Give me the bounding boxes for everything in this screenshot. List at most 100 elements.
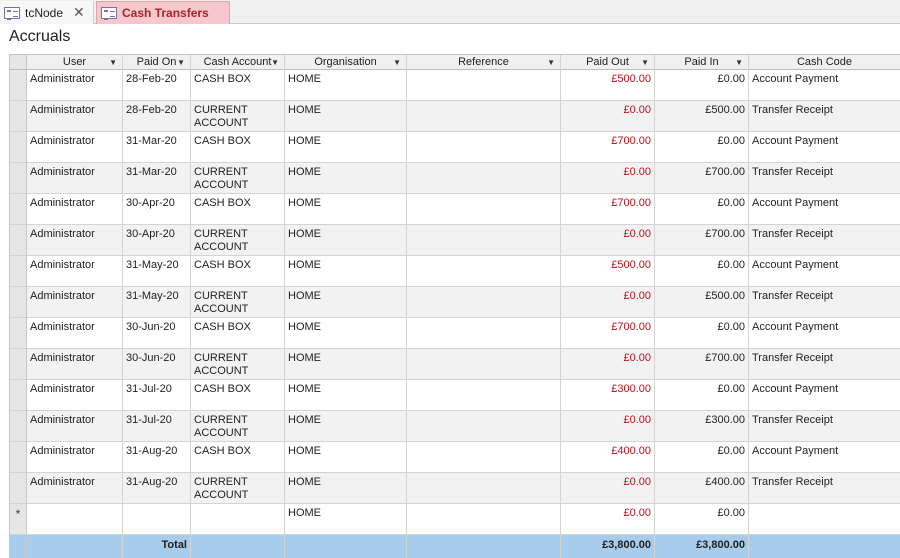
table-row[interactable]: Administrator 30-Apr-20 CURRENT ACCOUNT HOM…: [10, 225, 900, 256]
row-selector[interactable]: [10, 225, 27, 256]
cell-reference[interactable]: [407, 442, 561, 473]
cell-reference[interactable]: [407, 256, 561, 287]
cell-user[interactable]: Administrator: [27, 225, 123, 256]
cell-paid-out[interactable]: £0.00: [561, 163, 655, 194]
column-header-user[interactable]: User ▼: [27, 55, 123, 70]
cell-reference[interactable]: [407, 504, 561, 535]
cell-paid-in[interactable]: £700.00: [655, 349, 749, 380]
cell-paid-in[interactable]: £300.00: [655, 411, 749, 442]
cell-paid-out[interactable]: £0.00: [561, 101, 655, 132]
cell-reference[interactable]: [407, 318, 561, 349]
cell-cash-code[interactable]: Transfer Receipt: [749, 411, 900, 442]
cell-paid-on[interactable]: 28-Feb-20: [123, 101, 191, 132]
cell-paid-on[interactable]: 31-Aug-20: [123, 473, 191, 504]
cell-paid-on[interactable]: 31-May-20: [123, 256, 191, 287]
cell-paid-out[interactable]: £300.00: [561, 380, 655, 411]
column-header-paid-on[interactable]: Paid On ▼: [123, 55, 191, 70]
cell-paid-in[interactable]: £0.00: [655, 318, 749, 349]
cell-reference[interactable]: [407, 101, 561, 132]
column-header-paid-in[interactable]: Paid In ▼: [655, 55, 749, 70]
cell-paid-out[interactable]: £700.00: [561, 318, 655, 349]
table-row[interactable]: Administrator 30-Jun-20 CURRENT ACCOUNT HOM…: [10, 349, 900, 380]
cell-paid-in[interactable]: £0.00: [655, 70, 749, 101]
column-header-cash-account[interactable]: Cash Account ▼: [191, 55, 285, 70]
chevron-down-icon[interactable]: ▼: [641, 58, 649, 67]
cell-paid-on[interactable]: 31-May-20: [123, 287, 191, 318]
cell-paid-on[interactable]: 30-Jun-20: [123, 318, 191, 349]
table-row[interactable]: Administrator 31-May-20 CURRENT ACCOUNT HOM…: [10, 287, 900, 318]
chevron-down-icon[interactable]: ▼: [177, 58, 185, 67]
cell-paid-on[interactable]: 31-Aug-20: [123, 442, 191, 473]
cell-organisation[interactable]: HOME: [285, 318, 407, 349]
row-selector[interactable]: [10, 194, 27, 225]
cell-organisation[interactable]: HOME: [285, 163, 407, 194]
cell-paid-out[interactable]: £0.00: [561, 473, 655, 504]
cell-paid-in[interactable]: £0.00: [655, 442, 749, 473]
cell-user[interactable]: Administrator: [27, 442, 123, 473]
cell-paid-on[interactable]: 31-Jul-20: [123, 411, 191, 442]
table-row[interactable]: Administrator 30-Jun-20 CASH BOX HOME £700.0…: [10, 318, 900, 349]
cell-paid-in[interactable]: £700.00: [655, 225, 749, 256]
cell-reference[interactable]: [407, 411, 561, 442]
row-selector[interactable]: [10, 349, 27, 380]
cell-cash-account[interactable]: CASH BOX: [191, 318, 285, 349]
table-row[interactable]: Administrator 28-Feb-20 CURRENT ACCOUNT HOM…: [10, 101, 900, 132]
cell-cash-code[interactable]: Transfer Receipt: [749, 163, 900, 194]
tab-tcnode[interactable]: tcNode ✕: [0, 1, 94, 24]
row-selector[interactable]: [10, 380, 27, 411]
cell-paid-on[interactable]: 31-Mar-20: [123, 163, 191, 194]
cell-user[interactable]: Administrator: [27, 163, 123, 194]
cell-cash-account[interactable]: CURRENT ACCOUNT: [191, 225, 285, 256]
row-selector[interactable]: [10, 287, 27, 318]
cell-paid-in[interactable]: £0.00: [655, 504, 749, 535]
column-header-paid-out[interactable]: Paid Out ▼: [561, 55, 655, 70]
cell-user[interactable]: [27, 504, 123, 535]
cell-reference[interactable]: [407, 287, 561, 318]
cell-paid-in[interactable]: £700.00: [655, 163, 749, 194]
table-row[interactable]: Administrator 31-Jul-20 CURRENT ACCOUNT HOM…: [10, 411, 900, 442]
cell-cash-code[interactable]: [749, 504, 900, 535]
cell-organisation[interactable]: HOME: [285, 380, 407, 411]
cell-reference[interactable]: [407, 132, 561, 163]
cell-reference[interactable]: [407, 473, 561, 504]
cell-cash-code[interactable]: Account Payment: [749, 442, 900, 473]
cell-user[interactable]: Administrator: [27, 194, 123, 225]
cell-cash-account[interactable]: CURRENT ACCOUNT: [191, 101, 285, 132]
cell-user[interactable]: Administrator: [27, 287, 123, 318]
cell-organisation[interactable]: HOME: [285, 256, 407, 287]
cell-organisation[interactable]: HOME: [285, 504, 407, 535]
cell-paid-out[interactable]: £700.00: [561, 194, 655, 225]
cell-cash-account[interactable]: CASH BOX: [191, 380, 285, 411]
cell-cash-account[interactable]: CASH BOX: [191, 442, 285, 473]
cell-user[interactable]: Administrator: [27, 70, 123, 101]
cell-cash-account[interactable]: CURRENT ACCOUNT: [191, 163, 285, 194]
cell-organisation[interactable]: HOME: [285, 101, 407, 132]
tab-cash-transfers[interactable]: Cash Transfers: [96, 1, 230, 24]
cell-cash-code[interactable]: Account Payment: [749, 132, 900, 163]
chevron-down-icon[interactable]: ▼: [271, 58, 279, 67]
table-row[interactable]: Administrator 31-Mar-20 CURRENT ACCOUNT HOM…: [10, 163, 900, 194]
new-record-row[interactable]: * HOME £0.00 £0.00: [10, 504, 900, 535]
table-row[interactable]: Administrator 31-Mar-20 CASH BOX HOME £700.0…: [10, 132, 900, 163]
cell-cash-account[interactable]: CASH BOX: [191, 132, 285, 163]
cell-user[interactable]: Administrator: [27, 101, 123, 132]
cell-organisation[interactable]: HOME: [285, 194, 407, 225]
row-selector[interactable]: [10, 473, 27, 504]
cell-reference[interactable]: [407, 349, 561, 380]
cell-cash-account[interactable]: CURRENT ACCOUNT: [191, 287, 285, 318]
cell-cash-account[interactable]: CURRENT ACCOUNT: [191, 411, 285, 442]
table-row[interactable]: Administrator 31-May-20 CASH BOX HOME £500.0…: [10, 256, 900, 287]
chevron-down-icon[interactable]: ▼: [547, 58, 555, 67]
cell-paid-in[interactable]: £0.00: [655, 256, 749, 287]
close-icon[interactable]: ✕: [73, 4, 85, 20]
column-header-organisation[interactable]: Organisation ▼: [285, 55, 407, 70]
cell-cash-code[interactable]: Transfer Receipt: [749, 225, 900, 256]
cell-cash-code[interactable]: Account Payment: [749, 70, 900, 101]
cell-cash-account[interactable]: CURRENT ACCOUNT: [191, 349, 285, 380]
cell-paid-out[interactable]: £0.00: [561, 411, 655, 442]
cell-cash-account[interactable]: CASH BOX: [191, 256, 285, 287]
row-selector[interactable]: [10, 442, 27, 473]
cell-paid-in[interactable]: £0.00: [655, 132, 749, 163]
cell-paid-on[interactable]: 30-Apr-20: [123, 225, 191, 256]
cell-organisation[interactable]: HOME: [285, 70, 407, 101]
